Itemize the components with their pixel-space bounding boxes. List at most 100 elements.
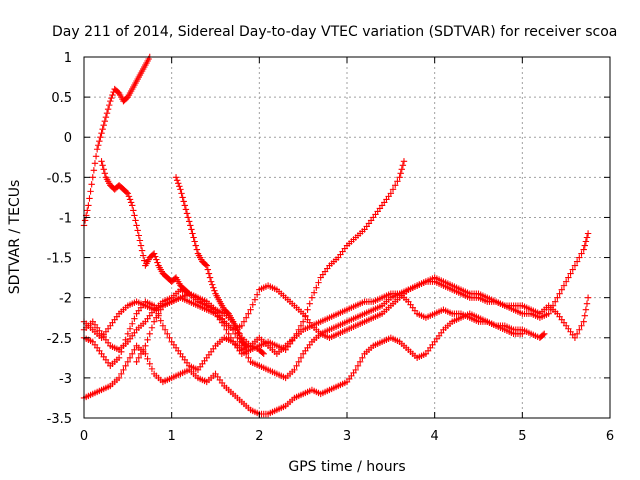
data-point	[85, 202, 92, 209]
data-point	[392, 182, 399, 189]
x-tick-label: 4	[431, 429, 439, 444]
data-point	[582, 238, 590, 245]
data-point	[93, 146, 101, 153]
x-tick-label: 5	[518, 429, 526, 444]
data-point	[126, 325, 134, 332]
data-point	[179, 194, 186, 201]
data-point	[150, 318, 158, 325]
data-point	[109, 91, 116, 99]
data-point	[133, 222, 140, 229]
data-point	[129, 202, 136, 209]
data-point	[122, 336, 129, 343]
data-point	[399, 162, 407, 169]
data-point	[118, 370, 125, 378]
data-point	[186, 218, 193, 225]
data-point	[578, 322, 585, 329]
data-point	[571, 262, 579, 269]
data-point	[245, 354, 252, 362]
x-tick-label: 1	[168, 429, 176, 444]
y-tick-label: -2	[59, 292, 72, 307]
data-point	[306, 300, 313, 307]
data-point	[157, 317, 164, 324]
data-point	[124, 330, 132, 337]
data-point	[573, 330, 581, 337]
data-point	[191, 238, 198, 245]
data-point	[173, 177, 181, 184]
data-point	[236, 338, 243, 345]
data-point	[291, 366, 298, 374]
data-point	[123, 189, 130, 196]
data-point	[580, 318, 587, 325]
data-point	[209, 281, 216, 288]
y-tick-label: -1.5	[47, 252, 72, 267]
data-point	[180, 198, 187, 205]
data-point	[210, 284, 217, 291]
axis-ticks: 0 1 2 3 4 5 6 1 0.5 0 -0.5 -1 -1.5 -2 -2.5 -3 -3.5	[47, 51, 615, 444]
data-point	[556, 290, 563, 297]
data-point	[144, 336, 151, 343]
x-axis-title: GPS time / hours	[288, 459, 405, 475]
data-point	[562, 278, 570, 285]
data-point	[299, 318, 307, 325]
data-point	[238, 342, 245, 349]
grid-lines	[84, 57, 610, 418]
data-point	[541, 330, 548, 337]
data-point	[135, 232, 142, 239]
data-point	[238, 322, 245, 329]
x-tick-label: 3	[343, 429, 351, 444]
data-point	[581, 242, 588, 249]
data-point	[584, 230, 592, 237]
data-point	[225, 330, 232, 337]
data-point	[573, 258, 581, 265]
data-point	[97, 134, 104, 141]
data-point	[124, 358, 132, 366]
data-point	[192, 242, 199, 249]
data-point	[398, 166, 405, 173]
data-point	[103, 109, 111, 117]
data-point	[154, 259, 161, 266]
data-point	[202, 261, 209, 268]
data-point	[155, 310, 162, 317]
series-track-c	[172, 174, 250, 349]
data-point	[580, 246, 587, 253]
data-point	[187, 222, 194, 229]
data-point	[104, 105, 112, 113]
data-point	[583, 234, 591, 241]
y-tick-label: -2.5	[47, 332, 72, 347]
y-tick-label: -3.5	[47, 412, 72, 427]
data-point	[107, 97, 114, 105]
data-point	[295, 358, 302, 366]
data-point	[81, 217, 89, 224]
data-point	[148, 324, 156, 331]
series-track-f	[80, 290, 526, 374]
data-point	[126, 196, 134, 203]
data-point	[120, 366, 127, 374]
data-point	[86, 195, 93, 202]
data-point	[161, 326, 169, 333]
data-point	[153, 314, 160, 321]
data-point	[567, 270, 574, 277]
data-point	[101, 170, 109, 177]
data-point	[519, 330, 526, 337]
chart-title: Day 211 of 2014, Sidereal Day-to-day VTE…	[52, 24, 617, 40]
data-point	[571, 334, 579, 341]
data-point	[95, 142, 102, 149]
data-point	[122, 362, 129, 370]
data-point	[102, 113, 110, 121]
data-point	[182, 206, 190, 213]
data-point	[175, 180, 182, 187]
data-point	[131, 212, 138, 219]
y-tick-label: -3	[59, 372, 72, 387]
y-tick-label: -1	[59, 211, 72, 226]
data-point	[249, 301, 256, 308]
data-point	[138, 247, 146, 254]
data-point	[578, 250, 585, 257]
data-point	[99, 162, 106, 169]
data-point	[130, 207, 137, 214]
data-point	[211, 287, 218, 294]
data-point	[241, 341, 249, 348]
y-axis-title: SDTVAR / TECUs	[7, 180, 23, 295]
data-point	[251, 296, 259, 303]
data-point	[129, 350, 136, 358]
